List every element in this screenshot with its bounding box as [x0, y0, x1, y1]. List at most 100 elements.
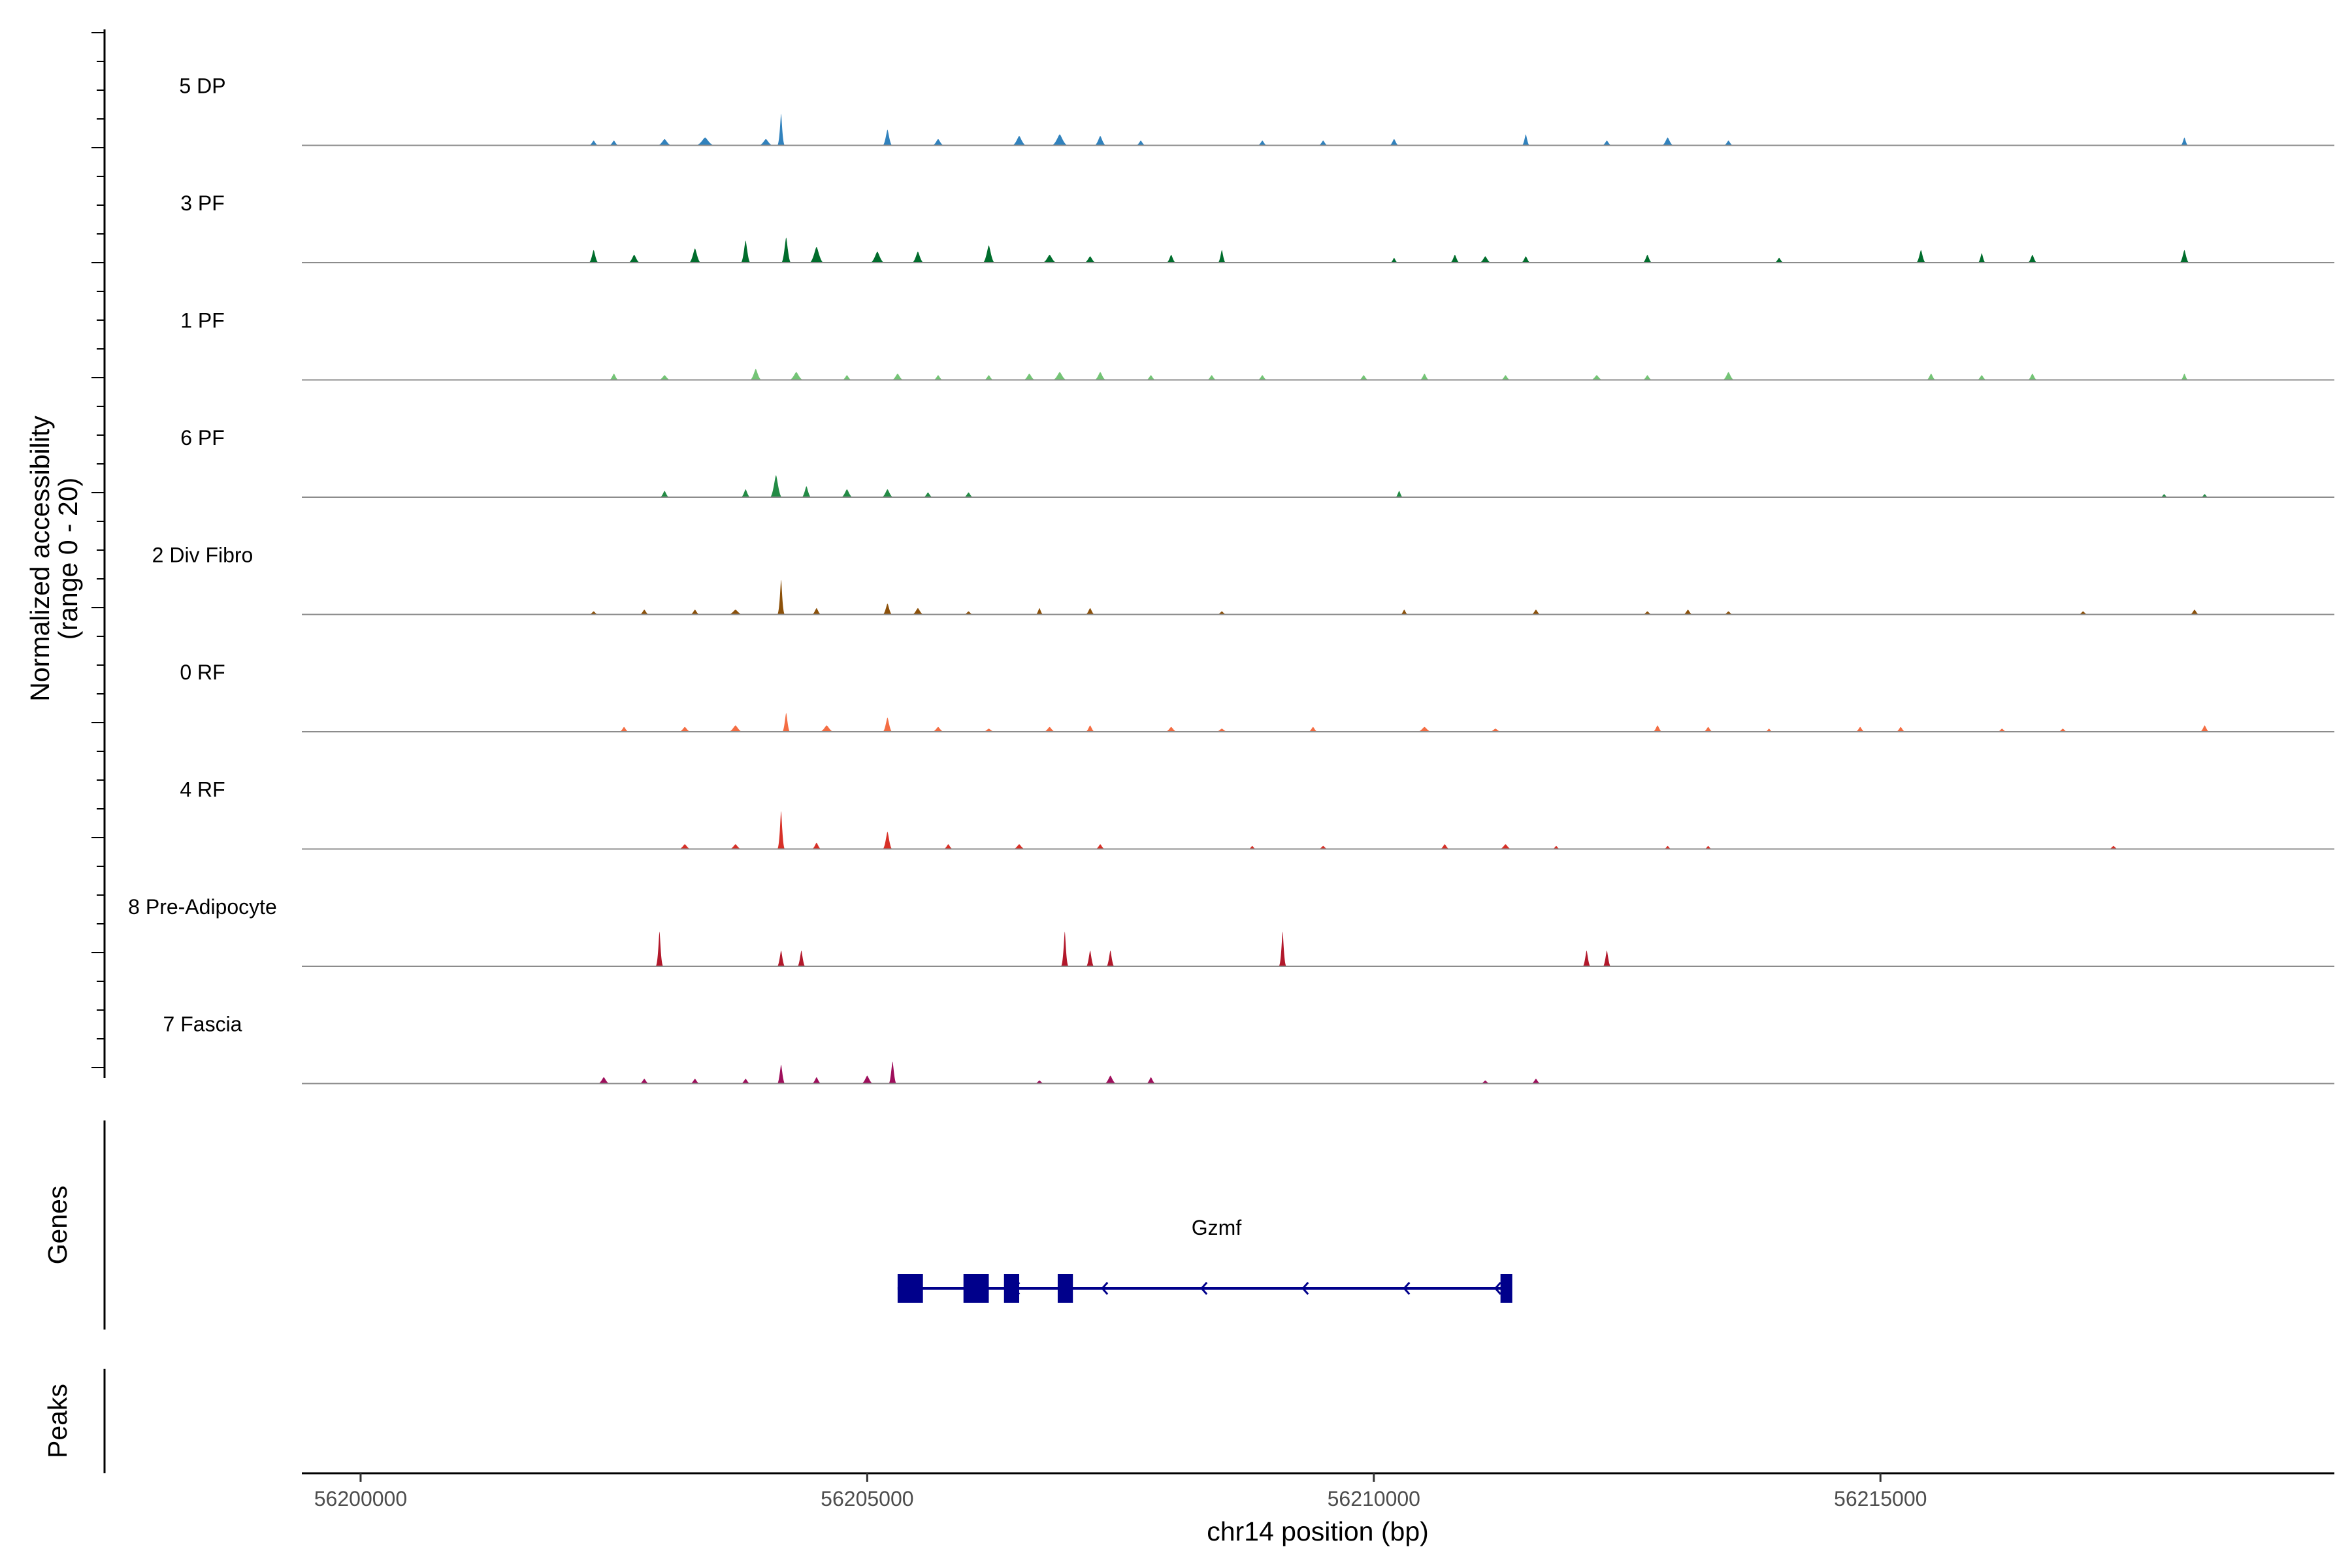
- y-axis-title-line1: Normalized accessibility: [25, 416, 55, 702]
- track-4-rf: 4 RF: [180, 778, 2334, 850]
- gene-exon: [963, 1274, 989, 1303]
- coverage-peak: [657, 139, 672, 146]
- coverage-peak: [911, 252, 924, 263]
- coverage-peak: [639, 610, 649, 615]
- coverage-peak: [983, 245, 995, 263]
- coverage-peak: [1450, 255, 1460, 263]
- coverage-peak: [2180, 250, 2189, 263]
- track-label: 7 Fascia: [163, 1013, 242, 1036]
- coverage-peak: [1207, 375, 1217, 380]
- coverage-peak: [1552, 845, 1560, 849]
- coverage-peak: [2189, 610, 2200, 615]
- gene-exon: [1004, 1274, 1019, 1303]
- coverage-peak: [1146, 1077, 1156, 1084]
- coverage-peak: [1723, 140, 1734, 146]
- coverage-peak: [1084, 256, 1096, 263]
- coverage-peak: [2027, 255, 2038, 263]
- track-2-div-fibro: 2 Div Fibro: [152, 544, 2334, 615]
- coverage-peak: [619, 727, 629, 732]
- coverage-peak: [1997, 728, 2007, 732]
- coverage-peak: [1308, 727, 1318, 732]
- coverage-peak: [1642, 375, 1652, 380]
- coverage-peak: [1663, 845, 1672, 849]
- coverage-peak: [1683, 610, 1693, 615]
- coverage-peak: [1279, 932, 1287, 966]
- coverage-y-ticks: [91, 32, 105, 1068]
- gene-exon: [1057, 1274, 1073, 1303]
- coverage-peak: [819, 725, 834, 732]
- coverage-peak: [1602, 140, 1612, 146]
- track-label: 0 RF: [180, 661, 225, 684]
- coverage-peak: [777, 811, 785, 849]
- coverage-peak: [889, 1061, 897, 1084]
- coverage-peak: [1603, 951, 1611, 966]
- coverage-peak: [1095, 844, 1105, 849]
- coverage-peak: [1419, 373, 1429, 380]
- coverage-peak: [678, 844, 691, 849]
- track-label: 6 PF: [180, 426, 225, 449]
- x-tick-label: 56210000: [1328, 1487, 1420, 1511]
- coverage-peak: [1520, 256, 1531, 263]
- coverage-peak: [1042, 255, 1057, 263]
- coverage-peak: [658, 375, 671, 380]
- coverage-peak: [1060, 932, 1069, 966]
- gene-model: Gzmf: [897, 1216, 1512, 1303]
- coverage-peak: [1166, 255, 1177, 263]
- coverage-peak: [891, 373, 904, 380]
- coverage-peak: [841, 375, 852, 380]
- x-axis-ticks: 56200000 56205000 56210000 56215000: [314, 1473, 1927, 1511]
- coverage-peak: [1043, 727, 1056, 732]
- coverage-peak: [1358, 375, 1369, 380]
- coverage-peak: [1318, 140, 1328, 146]
- coverage-peak: [1652, 725, 1663, 732]
- coverage-peak: [797, 951, 806, 966]
- gene-exon: [897, 1274, 923, 1303]
- coverage-peak: [1976, 375, 1987, 380]
- coverage-peak: [759, 139, 774, 146]
- coverage-peak: [1085, 608, 1096, 615]
- coverage-peak: [1774, 257, 1784, 263]
- coverage-peak: [1479, 256, 1492, 263]
- coverage-peak: [1400, 610, 1409, 615]
- coverage-peak: [1389, 139, 1399, 146]
- coverage-peak: [1722, 372, 1735, 380]
- coverage-peak: [1013, 844, 1026, 849]
- coverage-peak: [1257, 375, 1267, 380]
- coverage-peak: [1034, 1080, 1045, 1084]
- coverage-peak: [1642, 255, 1652, 263]
- coverage-peak: [932, 139, 945, 146]
- coverage-peak: [1582, 951, 1591, 966]
- coverage-peak: [1895, 727, 1906, 732]
- coverage-peak: [1855, 727, 1865, 732]
- coverage-peak: [782, 713, 791, 732]
- track-8-pre-adipocyte: 8 Pre-Adipocyte: [128, 895, 2334, 967]
- coverage-peak: [984, 375, 994, 380]
- track-7-fascia: 7 Fascia: [163, 1013, 2334, 1085]
- coverage-peak: [1318, 845, 1328, 849]
- coverage-peak: [964, 492, 973, 497]
- strand-arrow-icon: [1101, 1282, 1109, 1295]
- strand-arrow-icon: [1494, 1282, 1502, 1295]
- coverage-peak: [1723, 611, 1734, 615]
- coverage-peak: [589, 611, 599, 615]
- y-axis-title-line2: (range 0 - 20): [53, 478, 83, 640]
- coverage-peak: [740, 489, 751, 497]
- x-tick-label: 56215000: [1834, 1487, 1927, 1511]
- coverage-peak: [1500, 375, 1511, 380]
- coverage-peak: [728, 725, 743, 732]
- coverage-peak: [882, 129, 892, 146]
- coverage-peak: [943, 844, 953, 849]
- coverage-peak: [1531, 610, 1541, 615]
- gene-name-label: Gzmf: [1192, 1216, 1242, 1239]
- coverage-peak: [1257, 140, 1267, 146]
- coverage-peak: [2078, 611, 2088, 615]
- coverage-peak: [589, 250, 599, 263]
- coverage-peak: [2200, 725, 2210, 732]
- coverage-peak: [1522, 134, 1530, 146]
- coverage-peak: [1086, 951, 1094, 966]
- coverage-peak: [781, 237, 791, 263]
- coverage-peak: [628, 255, 640, 263]
- coverage-peak: [1417, 727, 1432, 732]
- coverage-peak: [1703, 727, 1714, 732]
